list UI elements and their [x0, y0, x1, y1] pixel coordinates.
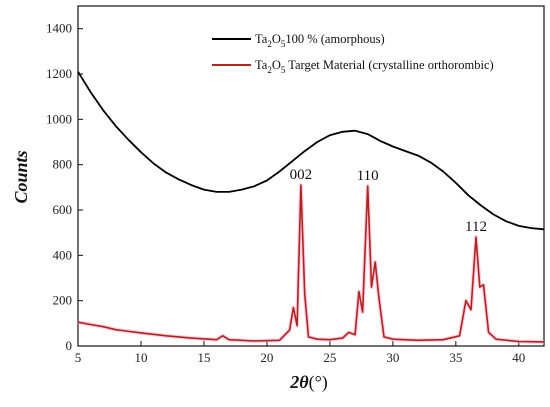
y-tick-label: 600 [53, 202, 73, 217]
y-tick-label: 0 [66, 338, 73, 353]
x-tick-label: 15 [197, 350, 210, 365]
series-line-amorphous [77, 71, 545, 231]
x-tick-label: 25 [323, 350, 336, 365]
x-tick-label: 40 [512, 350, 525, 365]
peak-label: 110 [357, 168, 379, 184]
y-tick-label: 1000 [46, 111, 72, 126]
x-tick-label: 20 [260, 350, 273, 365]
legend-label-crystalline: Ta2O5 Target Material (crystalline ortho… [255, 58, 494, 75]
y-tick-label: 400 [53, 247, 73, 262]
x-axis: 5 10 15 20 25 30 35 40 [75, 341, 525, 365]
legend-label-amorphous: Ta2O5100 % (amorphous) [255, 32, 385, 49]
y-tick-label: 1200 [46, 66, 72, 81]
series-layer [77, 71, 545, 344]
x-tick-label: 5 [75, 350, 82, 365]
x-tick-label: 35 [449, 350, 462, 365]
series-line-crystalline [77, 184, 545, 343]
x-tick-label: 30 [386, 350, 399, 365]
x-axis-title: 2θ(°) [289, 372, 328, 393]
y-tick-label: 200 [53, 293, 73, 308]
y-axis-title: Counts [11, 150, 31, 203]
x-tick-label: 10 [134, 350, 147, 365]
y-axis: 0 200 400 600 800 1000 1200 1400 [46, 21, 83, 353]
y-tick-label: 800 [53, 157, 73, 172]
peak-labels: 002 110 112 [290, 167, 487, 235]
peak-label: 002 [290, 167, 313, 183]
peak-label: 112 [465, 219, 487, 235]
legend: Ta2O5100 % (amorphous) Ta2O5 Target Mate… [212, 32, 494, 75]
plot-frame [77, 5, 545, 347]
y-tick-label: 1400 [46, 21, 72, 36]
plot-area [77, 5, 545, 347]
